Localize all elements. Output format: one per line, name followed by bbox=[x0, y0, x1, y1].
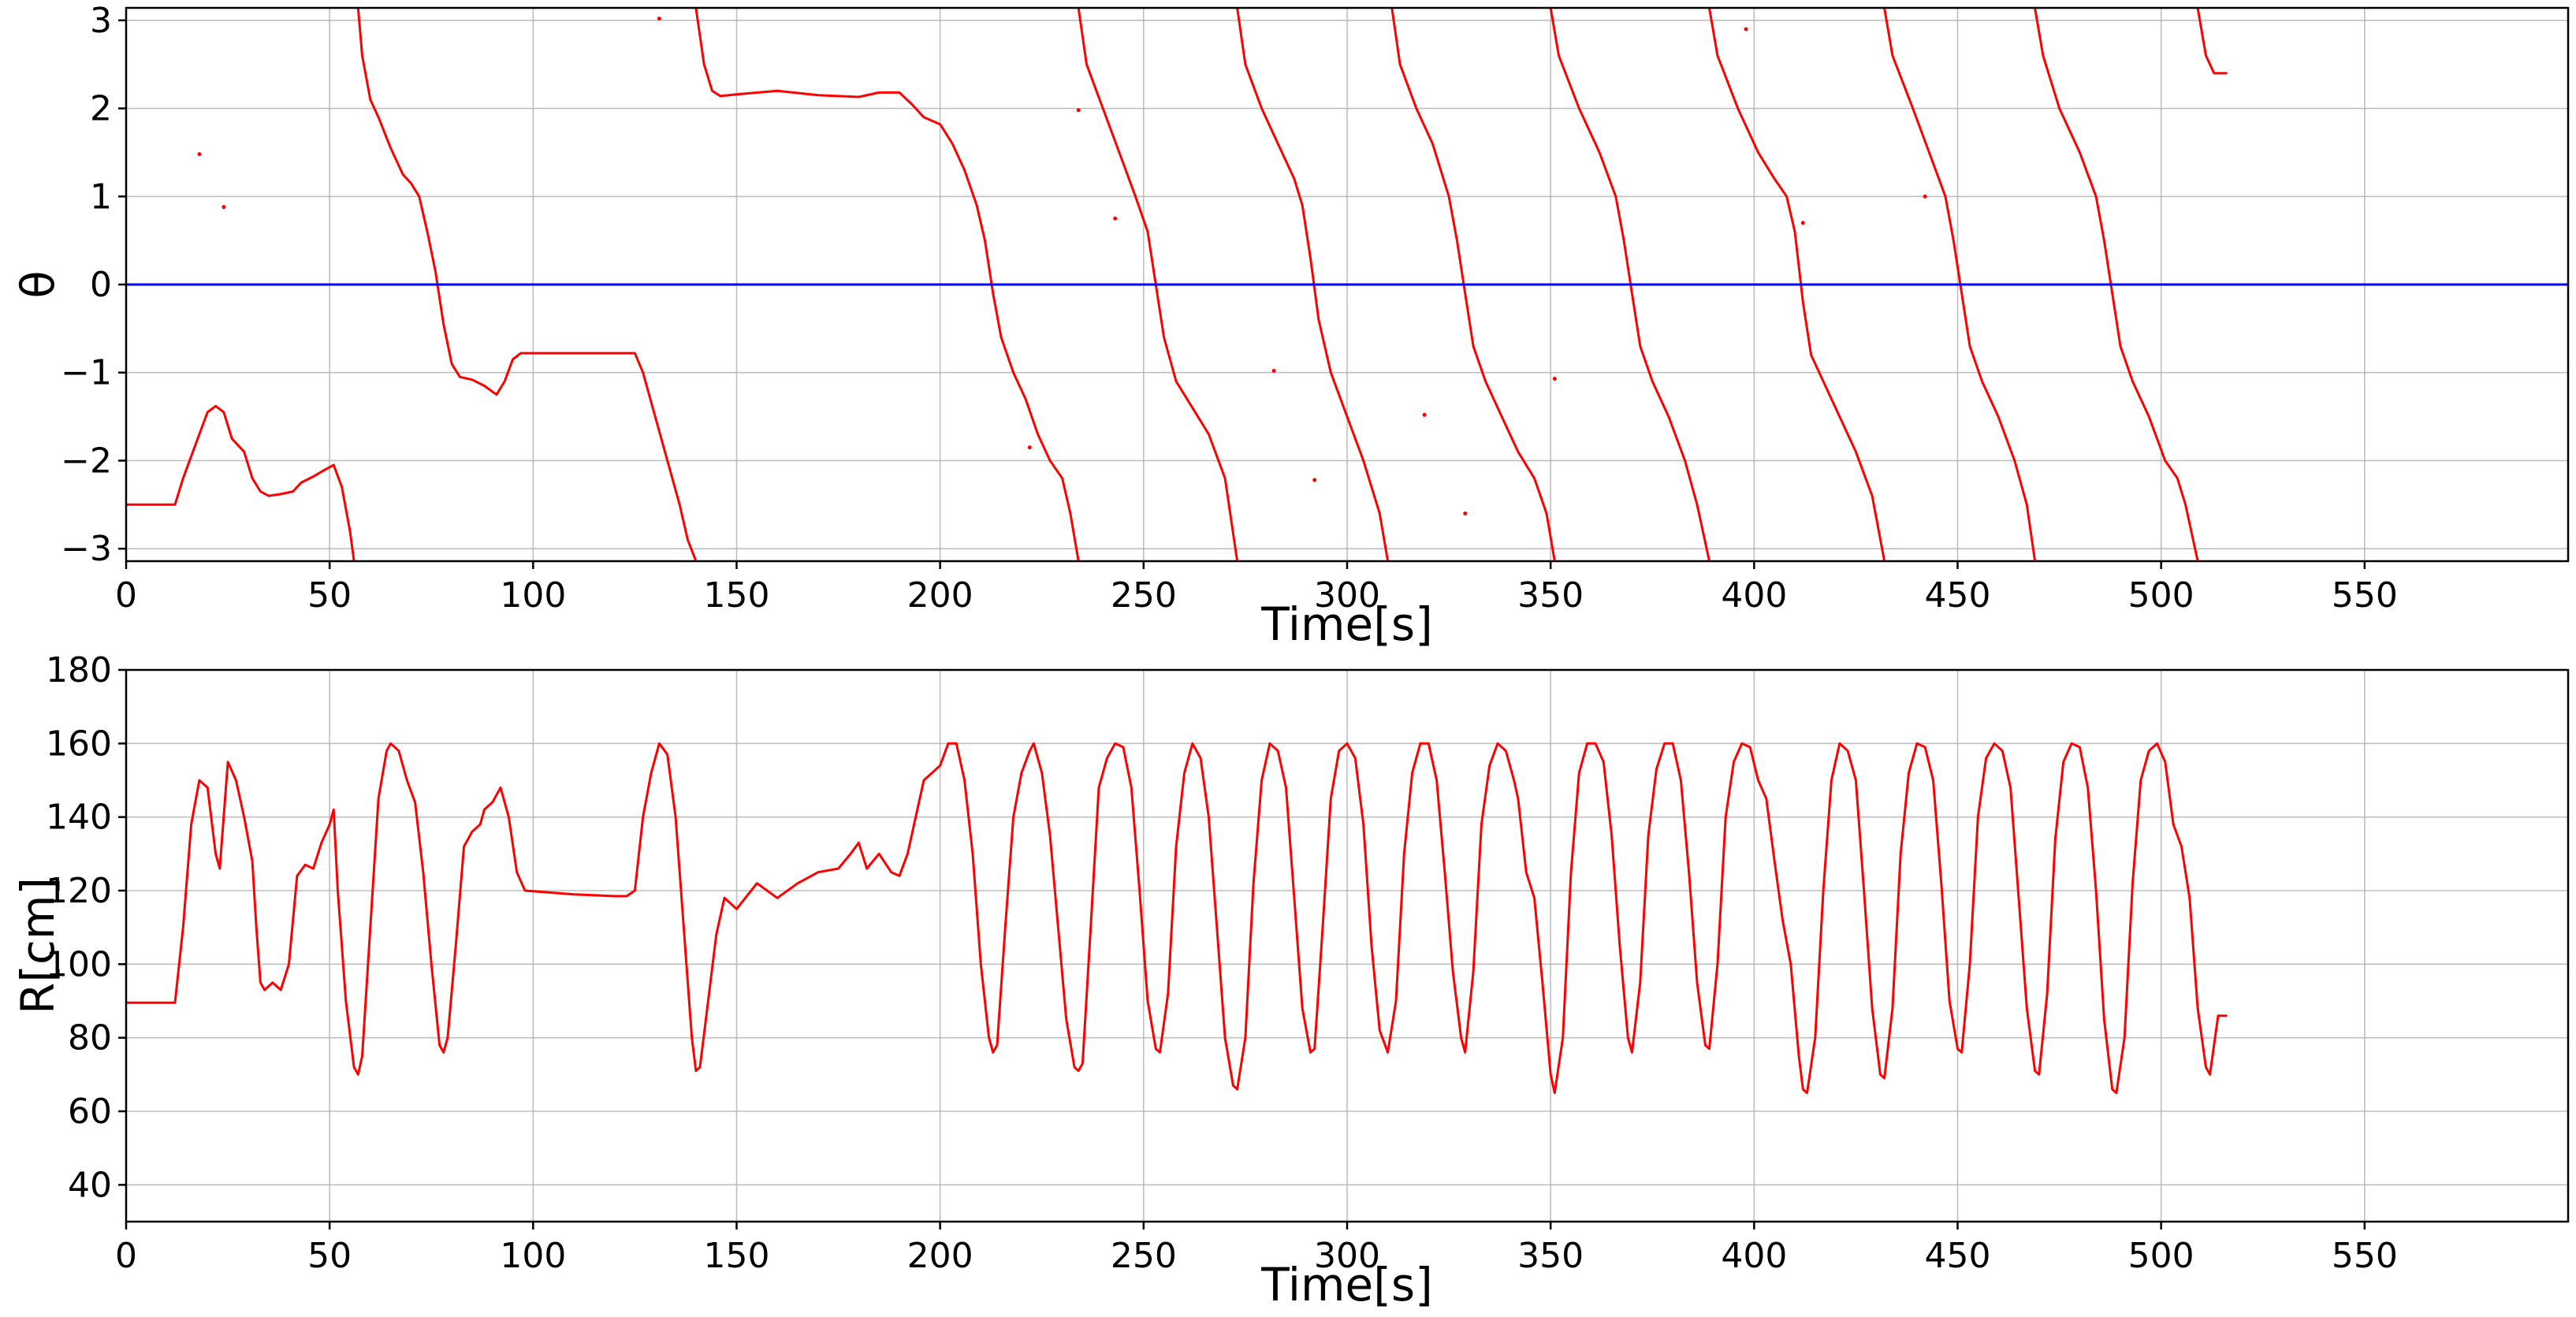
radius-x-tick-label: 300 bbox=[1314, 1236, 1380, 1276]
theta-y-tick-label: −3 bbox=[61, 529, 112, 569]
radius-x-axis-label: Time[s] bbox=[1260, 1258, 1432, 1311]
theta-series-0-point bbox=[1271, 368, 1276, 373]
radius-series-0-line bbox=[126, 742, 2228, 1095]
theta-x-tick-label: 0 bbox=[115, 575, 137, 616]
theta-y-tick-label: 3 bbox=[90, 1, 112, 41]
radius-x-tick-label: 450 bbox=[1925, 1236, 1991, 1276]
theta-x-tick-label: 550 bbox=[2332, 575, 2398, 616]
theta-series-0-point bbox=[1312, 478, 1317, 482]
radius-y-tick-label: 140 bbox=[46, 798, 112, 838]
theta-grid bbox=[125, 8, 2568, 561]
theta-series-0-line bbox=[694, 8, 1080, 561]
theta-y-tick-label: −2 bbox=[61, 441, 112, 481]
theta-series-0-point bbox=[1113, 216, 1118, 221]
radius-y-tick-label: 100 bbox=[46, 944, 112, 984]
theta-y-tick-label: 2 bbox=[90, 89, 112, 129]
theta-x-axis-label: Time[s] bbox=[1260, 597, 1432, 651]
theta-series-0-point bbox=[657, 17, 661, 21]
theta-series-0-point bbox=[197, 152, 202, 157]
theta-series-0-point bbox=[1800, 221, 1805, 225]
theta-series-0-line bbox=[356, 8, 698, 561]
radius-x-tick-label: 0 bbox=[115, 1236, 137, 1276]
theta-series-0-point bbox=[1463, 511, 1468, 515]
radius-x-tick-label: 250 bbox=[1111, 1236, 1177, 1276]
theta-series-0-point bbox=[1552, 377, 1557, 381]
radius-x-tick-label: 150 bbox=[704, 1236, 770, 1276]
theta-y-axis-label: θ bbox=[11, 270, 65, 299]
theta-x-tick-label: 350 bbox=[1517, 575, 1584, 616]
theta-series-0-line bbox=[1390, 8, 1556, 561]
theta-x-tick-label: 250 bbox=[1111, 575, 1177, 616]
theta-series-0-line bbox=[2034, 8, 2199, 561]
theta-series bbox=[126, 8, 2568, 561]
theta-x-tick-label: 450 bbox=[1925, 575, 1991, 616]
radius-x-tick-label: 400 bbox=[1721, 1236, 1787, 1276]
radius-x-tick-label: 550 bbox=[2332, 1236, 2398, 1276]
radius-y-tick-label: 120 bbox=[46, 871, 112, 911]
radius-y-axis-label: R[cm] bbox=[11, 877, 65, 1014]
theta-x-tick-label: 100 bbox=[500, 575, 566, 616]
theta-series-0-point bbox=[221, 205, 226, 210]
radius-x-tick-label: 500 bbox=[2128, 1236, 2194, 1276]
theta-x-tick-label: 200 bbox=[907, 575, 973, 616]
theta-panel: 0 50 100 150 200 250 300 350 400 450 500 550 −3 −2 −1 0… bbox=[11, 1, 2570, 651]
theta-series-0-line bbox=[2196, 8, 2228, 75]
theta-series-0-line bbox=[126, 404, 356, 561]
theta-x-tick-label: 50 bbox=[307, 575, 352, 616]
theta-series-0-point bbox=[1076, 108, 1081, 113]
theta-y-tick-label: 0 bbox=[90, 265, 112, 305]
theta-series-0-line bbox=[1549, 8, 1711, 561]
radius-panel: 0 50 100 150 200 250 300 350 400 450 500 550 40 60 80 1… bbox=[11, 650, 2570, 1311]
theta-ticks: 0 50 100 150 200 250 300 350 400 450 500 550 −3 −2 −1 0… bbox=[61, 1, 2398, 616]
theta-x-tick-label: 500 bbox=[2128, 575, 2194, 616]
theta-y-tick-label: −1 bbox=[61, 353, 112, 393]
radius-y-tick-label: 60 bbox=[68, 1092, 112, 1132]
theta-series-0-line bbox=[1236, 8, 1390, 561]
theta-x-tick-label: 300 bbox=[1314, 575, 1380, 616]
radius-ticks: 0 50 100 150 200 250 300 350 400 450 500 550 40 60 80 1… bbox=[46, 650, 2398, 1276]
theta-y-tick-label: 1 bbox=[90, 177, 112, 217]
radius-x-tick-label: 200 bbox=[907, 1236, 973, 1276]
theta-series-0-point bbox=[1744, 27, 1748, 32]
radius-y-tick-label: 40 bbox=[68, 1165, 112, 1205]
radius-series bbox=[126, 742, 2228, 1095]
theta-series-0-line bbox=[1708, 8, 1886, 561]
theta-series-0-line bbox=[1883, 8, 2037, 561]
radius-x-tick-label: 50 bbox=[307, 1236, 352, 1276]
radius-x-tick-label: 350 bbox=[1517, 1236, 1584, 1276]
theta-series-0-point bbox=[1027, 445, 1032, 450]
radius-x-tick-label: 100 bbox=[500, 1236, 566, 1276]
theta-x-tick-label: 400 bbox=[1721, 575, 1787, 616]
theta-series-0-point bbox=[1422, 412, 1427, 417]
radius-y-tick-label: 160 bbox=[46, 724, 112, 764]
theta-x-tick-label: 150 bbox=[704, 575, 770, 616]
radius-y-tick-label: 80 bbox=[68, 1018, 112, 1058]
radius-y-tick-label: 180 bbox=[46, 650, 112, 690]
theta-series-0-point bbox=[1923, 194, 1927, 199]
